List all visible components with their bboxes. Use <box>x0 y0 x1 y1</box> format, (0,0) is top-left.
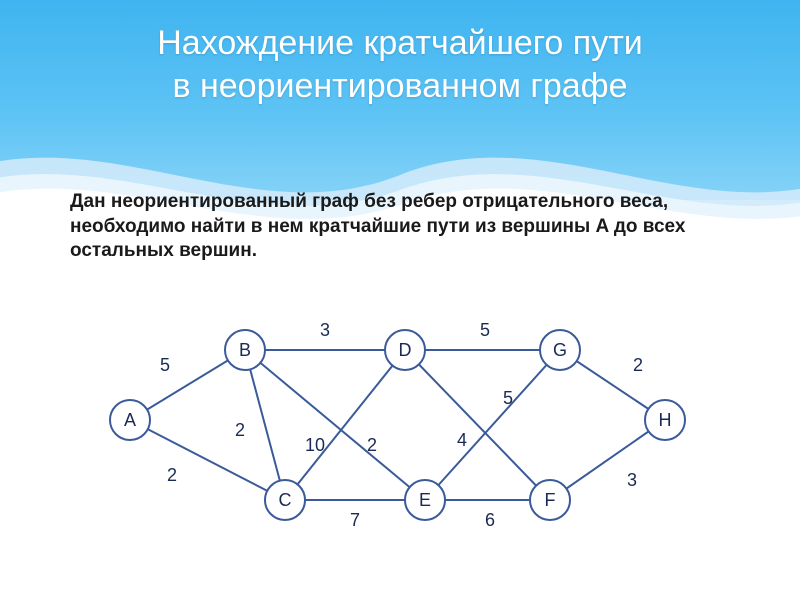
weight-B-D: 3 <box>320 320 330 340</box>
weight-A-C: 2 <box>167 465 177 485</box>
svg-text:D: D <box>399 340 412 360</box>
edge-F-H <box>550 420 665 500</box>
edge-A-C <box>130 420 285 500</box>
svg-text:H: H <box>659 410 672 430</box>
slide-title: Нахождение кратчайшего пути в неориентир… <box>0 22 800 107</box>
weight-C-D: 2 <box>367 435 377 455</box>
node-C: C <box>265 480 305 520</box>
node-B: B <box>225 330 265 370</box>
weight-B-E: 10 <box>305 435 325 455</box>
weight-C-E: 7 <box>350 510 360 530</box>
svg-text:B: B <box>239 340 251 360</box>
weight-E-G: 5 <box>503 388 513 408</box>
weight-D-G: 5 <box>480 320 490 340</box>
node-E: E <box>405 480 445 520</box>
edge-C-D <box>285 350 405 500</box>
node-D: D <box>385 330 425 370</box>
node-G: G <box>540 330 580 370</box>
slide: Нахождение кратчайшего пути в неориентир… <box>0 0 800 600</box>
weight-F-H: 3 <box>627 470 637 490</box>
weight-A-B: 5 <box>160 355 170 375</box>
node-A: A <box>110 400 150 440</box>
weight-B-C: 2 <box>235 420 245 440</box>
weight-D-F: 4 <box>457 430 467 450</box>
svg-text:F: F <box>545 490 556 510</box>
weight-G-H: 2 <box>633 355 643 375</box>
title-line-1: Нахождение кратчайшего пути <box>157 24 643 62</box>
title-line-2: в неориентированном графе <box>172 67 627 105</box>
graph-diagram: A B C D E G F H 5 2 2 3 10 2 7 5 4 5 6 2 3 <box>110 310 690 540</box>
svg-text:G: G <box>553 340 567 360</box>
weight-E-F: 6 <box>485 510 495 530</box>
edge-B-C <box>245 350 285 500</box>
node-F: F <box>530 480 570 520</box>
edge-E-G <box>425 350 560 500</box>
node-H: H <box>645 400 685 440</box>
svg-text:E: E <box>419 490 431 510</box>
svg-text:C: C <box>279 490 292 510</box>
edge-B-E <box>245 350 425 500</box>
body-paragraph: Дан неориентированный граф без ребер отр… <box>70 190 730 264</box>
edge-D-F <box>405 350 550 500</box>
svg-text:A: A <box>124 410 136 430</box>
